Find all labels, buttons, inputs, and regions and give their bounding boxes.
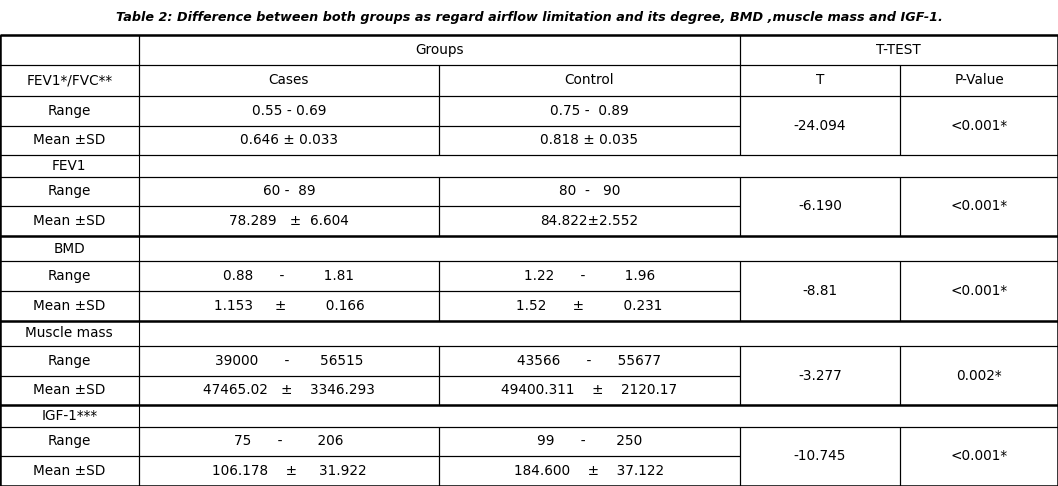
Text: <0.001*: <0.001* — [951, 199, 1007, 213]
Text: 0.75 -  0.89: 0.75 - 0.89 — [550, 104, 628, 118]
Text: Cases: Cases — [269, 73, 309, 87]
Text: -24.094: -24.094 — [794, 119, 846, 133]
Text: 78.289   ±  6.604: 78.289 ± 6.604 — [229, 214, 349, 228]
Text: <0.001*: <0.001* — [951, 450, 1007, 463]
Text: Groups: Groups — [415, 43, 463, 57]
Text: 84.822±2.552: 84.822±2.552 — [541, 214, 638, 228]
Text: 1.153     ±         0.166: 1.153 ± 0.166 — [214, 299, 364, 313]
Text: FEV1: FEV1 — [52, 159, 87, 173]
Text: T: T — [816, 73, 824, 87]
Text: <0.001*: <0.001* — [951, 119, 1007, 133]
Text: 49400.311    ±    2120.17: 49400.311 ± 2120.17 — [501, 383, 677, 398]
Text: -10.745: -10.745 — [794, 450, 846, 463]
Text: BMD: BMD — [54, 242, 85, 256]
Text: Mean ±SD: Mean ±SD — [33, 464, 106, 478]
Text: Mean ±SD: Mean ±SD — [33, 383, 106, 398]
Text: IGF-1***: IGF-1*** — [41, 409, 97, 423]
Text: -8.81: -8.81 — [802, 284, 838, 298]
Text: 0.646 ± 0.033: 0.646 ± 0.033 — [240, 133, 338, 147]
Text: 106.178    ±     31.922: 106.178 ± 31.922 — [212, 464, 366, 478]
Text: Control: Control — [565, 73, 614, 87]
Text: Table 2: Difference between both groups as regard airflow limitation and its deg: Table 2: Difference between both groups … — [115, 11, 943, 24]
Text: Mean ±SD: Mean ±SD — [33, 299, 106, 313]
Text: 47465.02   ±    3346.293: 47465.02 ± 3346.293 — [203, 383, 375, 398]
Text: 99      -       250: 99 - 250 — [536, 434, 642, 449]
Text: 43566      -      55677: 43566 - 55677 — [517, 354, 661, 368]
Text: Range: Range — [48, 104, 91, 118]
Text: 75      -        206: 75 - 206 — [234, 434, 344, 449]
Text: 184.600    ±    37.122: 184.600 ± 37.122 — [514, 464, 664, 478]
Text: 0.002*: 0.002* — [956, 368, 1002, 382]
Text: Mean ±SD: Mean ±SD — [33, 133, 106, 147]
Text: -3.277: -3.277 — [798, 368, 842, 382]
Text: Mean ±SD: Mean ±SD — [33, 214, 106, 228]
Text: Range: Range — [48, 269, 91, 283]
Text: 1.52      ±         0.231: 1.52 ± 0.231 — [516, 299, 662, 313]
Text: Range: Range — [48, 185, 91, 198]
Text: 1.22      -         1.96: 1.22 - 1.96 — [524, 269, 655, 283]
Text: Range: Range — [48, 434, 91, 449]
Text: -6.190: -6.190 — [798, 199, 842, 213]
Text: 80  -   90: 80 - 90 — [559, 185, 620, 198]
Text: 39000      -       56515: 39000 - 56515 — [215, 354, 363, 368]
Text: Muscle mass: Muscle mass — [25, 326, 113, 340]
Text: P-Value: P-Value — [954, 73, 1004, 87]
Text: T-TEST: T-TEST — [876, 43, 922, 57]
Text: 60 -  89: 60 - 89 — [262, 185, 315, 198]
Text: Range: Range — [48, 354, 91, 368]
Text: 0.88      -         1.81: 0.88 - 1.81 — [223, 269, 354, 283]
Text: <0.001*: <0.001* — [951, 284, 1007, 298]
Text: FEV1*/FVC**: FEV1*/FVC** — [26, 73, 112, 87]
Text: 0.55 - 0.69: 0.55 - 0.69 — [252, 104, 326, 118]
Text: 0.818 ± 0.035: 0.818 ± 0.035 — [541, 133, 638, 147]
